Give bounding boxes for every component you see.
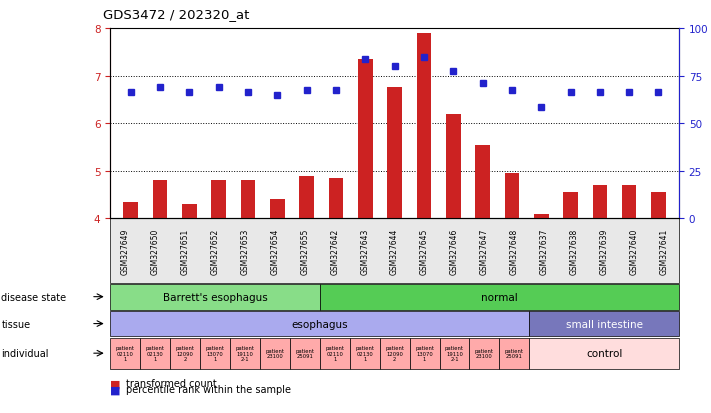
- Bar: [475, 145, 490, 219]
- Text: GSM327654: GSM327654: [270, 228, 279, 274]
- Text: patient
12090
2: patient 12090 2: [176, 345, 195, 361]
- Bar: [211, 181, 226, 219]
- Text: individual: individual: [1, 348, 49, 358]
- Text: patient
19110
2-1: patient 19110 2-1: [445, 345, 464, 361]
- Bar: [358, 60, 373, 219]
- Text: GSM327651: GSM327651: [181, 228, 190, 274]
- Text: GSM327647: GSM327647: [480, 228, 489, 274]
- Text: patient
02110
1: patient 02110 1: [116, 345, 134, 361]
- Text: GSM327648: GSM327648: [510, 228, 519, 274]
- Text: esophagus: esophagus: [292, 319, 348, 329]
- Text: patient
02110
1: patient 02110 1: [325, 345, 344, 361]
- Text: GSM327653: GSM327653: [240, 228, 250, 274]
- Text: patient
02130
1: patient 02130 1: [356, 345, 374, 361]
- Text: patient
25091: patient 25091: [295, 348, 314, 358]
- Text: GSM327641: GSM327641: [660, 228, 668, 274]
- Bar: [446, 114, 461, 219]
- Text: patient
12090
2: patient 12090 2: [385, 345, 404, 361]
- Bar: [387, 88, 402, 219]
- Text: GDS3472 / 202320_at: GDS3472 / 202320_at: [103, 8, 250, 21]
- Text: ■: ■: [110, 385, 121, 394]
- Bar: [651, 193, 665, 219]
- Bar: [563, 193, 578, 219]
- Bar: [299, 176, 314, 219]
- Text: GSM327655: GSM327655: [300, 228, 309, 274]
- Text: patient
23100: patient 23100: [475, 348, 494, 358]
- Bar: [270, 200, 284, 219]
- Bar: [505, 174, 519, 219]
- Text: GSM327637: GSM327637: [540, 228, 549, 274]
- Text: tissue: tissue: [1, 319, 31, 329]
- Text: normal: normal: [481, 292, 518, 302]
- Text: patient
13070
1: patient 13070 1: [205, 345, 225, 361]
- Text: GSM327644: GSM327644: [390, 228, 399, 274]
- Text: GSM327638: GSM327638: [570, 228, 579, 274]
- Text: GSM327652: GSM327652: [210, 228, 220, 274]
- Text: GSM327639: GSM327639: [599, 228, 609, 274]
- Text: GSM327645: GSM327645: [420, 228, 429, 274]
- Text: GSM327646: GSM327646: [450, 228, 459, 274]
- Text: Barrett's esophagus: Barrett's esophagus: [163, 292, 267, 302]
- Text: patient
25091: patient 25091: [505, 348, 524, 358]
- Text: percentile rank within the sample: percentile rank within the sample: [126, 385, 291, 394]
- Text: small intestine: small intestine: [566, 319, 643, 329]
- Text: ■: ■: [110, 378, 121, 388]
- Text: GSM327640: GSM327640: [630, 228, 638, 274]
- Bar: [182, 205, 197, 219]
- Bar: [153, 181, 167, 219]
- Text: GSM327642: GSM327642: [330, 228, 339, 274]
- Bar: [417, 33, 432, 219]
- Text: transformed count: transformed count: [126, 378, 217, 388]
- Bar: [592, 185, 607, 219]
- Text: GSM327650: GSM327650: [151, 228, 159, 274]
- Bar: [241, 181, 255, 219]
- Bar: [124, 202, 138, 219]
- Text: patient
02130
1: patient 02130 1: [146, 345, 165, 361]
- Bar: [622, 185, 636, 219]
- Text: patient
19110
2-1: patient 19110 2-1: [235, 345, 255, 361]
- Text: disease state: disease state: [1, 292, 67, 302]
- Text: patient
13070
1: patient 13070 1: [415, 345, 434, 361]
- Bar: [328, 178, 343, 219]
- Text: GSM327649: GSM327649: [121, 228, 129, 274]
- Text: GSM327643: GSM327643: [360, 228, 369, 274]
- Text: patient
23100: patient 23100: [265, 348, 284, 358]
- Bar: [534, 214, 548, 219]
- Text: control: control: [586, 348, 622, 358]
